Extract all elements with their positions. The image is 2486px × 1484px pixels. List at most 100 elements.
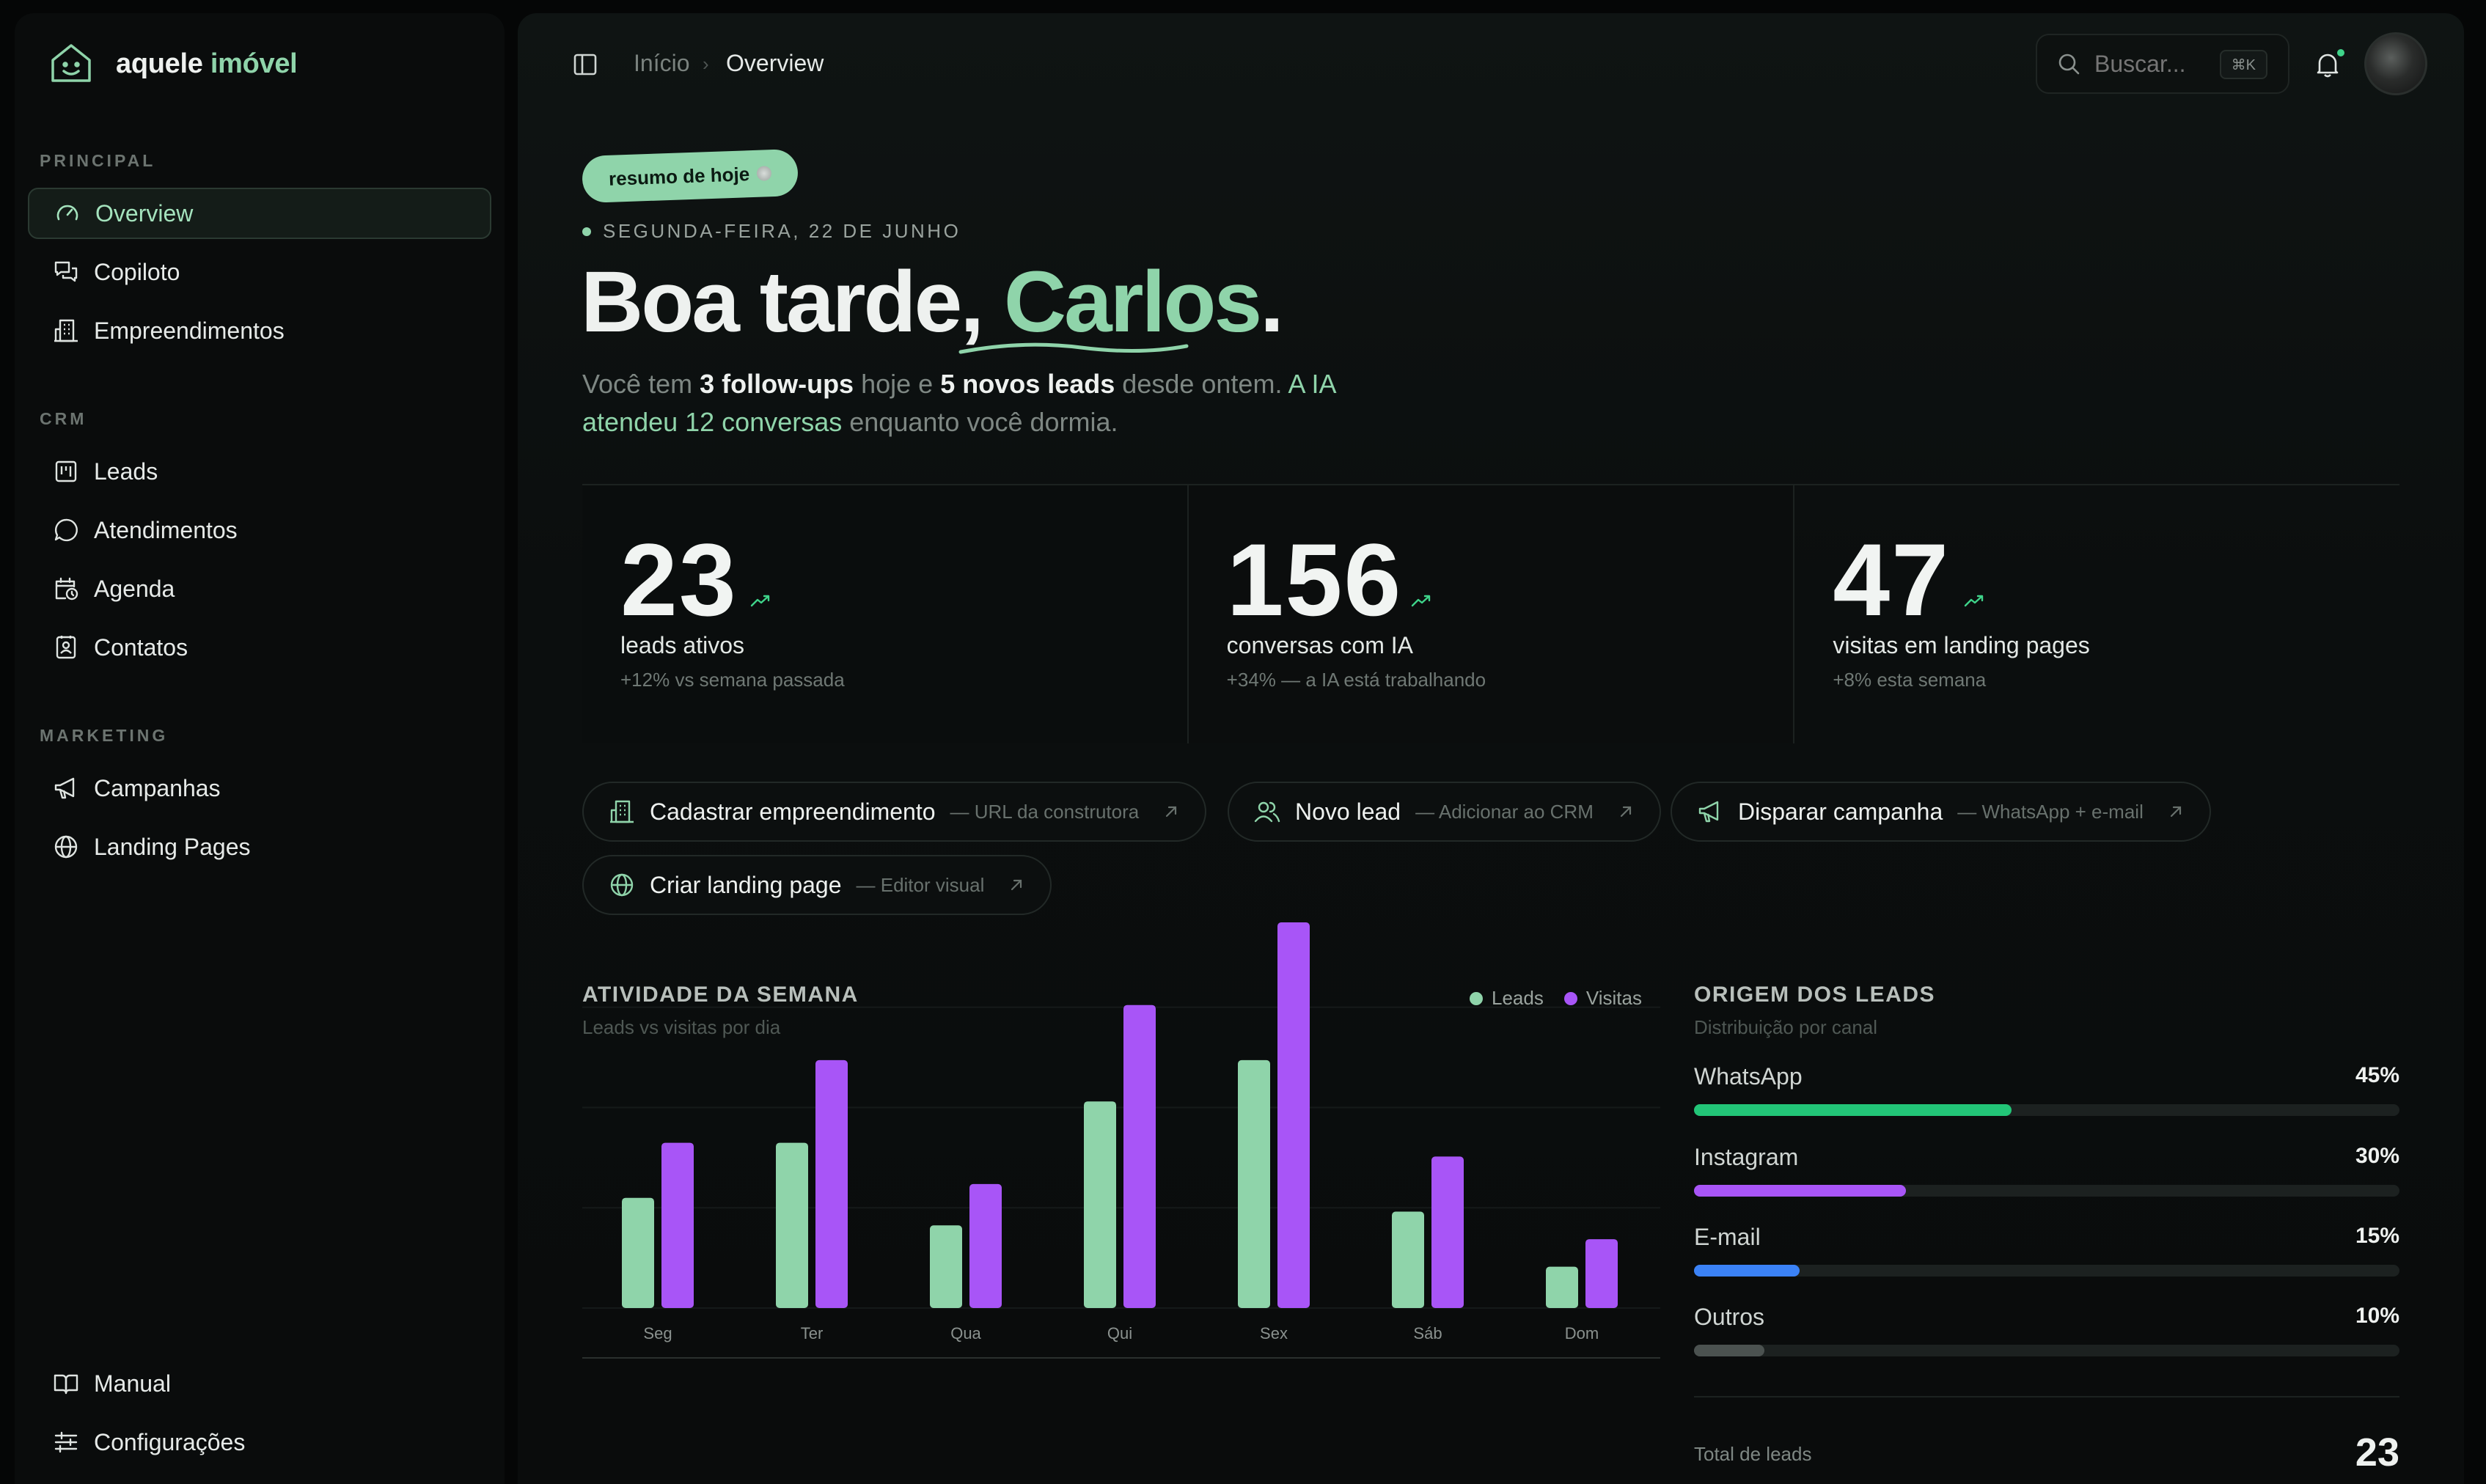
sidebar-item-copiloto[interactable]: Copiloto: [28, 246, 491, 298]
globe-icon: [610, 873, 634, 897]
sidebar-item-agenda[interactable]: Agenda: [28, 563, 491, 614]
stat-delta: +34% — a IA está trabalhando: [1226, 669, 1486, 691]
bar-visitas-ter[interactable]: [815, 1059, 848, 1308]
users-icon: [1254, 801, 1280, 823]
origin-track: [1694, 1104, 2399, 1116]
stat-card-visits[interactable]: 47 visitas em landing pages +8% esta sem…: [1794, 485, 2399, 743]
summary-pill: resumo de hoje: [581, 148, 799, 204]
origin-name: Instagram: [1694, 1144, 1799, 1170]
stat-card-conversations[interactable]: 156 conversas com IA +34% — a IA está tr…: [1188, 485, 1795, 743]
trend-up-icon: [1411, 595, 1430, 607]
stats-row: 23 leads ativos +12% vs semana passada 1…: [582, 484, 2399, 743]
action-cadastrar-empreendimento[interactable]: Cadastrar empreendimento — URL da constr…: [582, 782, 1207, 842]
x-tick-label: Qua: [950, 1324, 981, 1342]
bar-leads-dom[interactable]: [1546, 1266, 1578, 1308]
activity-subtitle: Leads vs visitas por dia: [582, 1016, 781, 1038]
search-icon: [2058, 54, 2080, 75]
breadcrumb-current: Overview: [726, 50, 824, 76]
house-smile-icon: [51, 44, 91, 82]
sidebar-item-leads[interactable]: Leads: [28, 446, 491, 497]
chat-bubbles-icon: [54, 261, 78, 282]
sidebar-item-label: Contatos: [94, 633, 188, 661]
breadcrumb-home[interactable]: Início: [634, 50, 690, 76]
stat-value: 156: [1226, 522, 1403, 637]
sidebar-item-campanhas[interactable]: Campanhas: [28, 763, 491, 814]
bar-leads-sex[interactable]: [1238, 1059, 1270, 1308]
sidebar-item-label: Manual: [94, 1370, 171, 1397]
bar-leads-qui[interactable]: [1084, 1101, 1116, 1308]
action-label: Disparar campanha: [1738, 798, 1943, 825]
origin-percent: 30%: [2355, 1144, 2399, 1168]
main-panel: Início › Overview ⌘K resumo de hoje SEGU…: [518, 13, 2464, 1484]
bar-visitas-qua[interactable]: [969, 1183, 1002, 1308]
sidebar-item-label: Campanhas: [94, 774, 221, 801]
origin-name: Outros: [1694, 1304, 1765, 1330]
sidebar-item-label: Overview: [95, 199, 194, 227]
bar-leads-ter[interactable]: [776, 1142, 808, 1308]
search-input[interactable]: [2094, 50, 2212, 78]
bar-leads-seg[interactable]: [622, 1197, 654, 1308]
origin-percent: 10%: [2355, 1304, 2399, 1328]
action-hint: — URL da construtora: [950, 800, 1140, 823]
divider: [1694, 1396, 2399, 1397]
sidebar-item-configuracoes[interactable]: Configurações: [28, 1417, 491, 1468]
origin-percent: 45%: [2355, 1063, 2399, 1087]
sidebar-item-empreendimentos[interactable]: Empreendimentos: [28, 305, 491, 356]
stat-card-leads[interactable]: 23 leads ativos +12% vs semana passada: [582, 485, 1189, 743]
bar-visitas-seg[interactable]: [661, 1142, 694, 1308]
stat-label: conversas com IA: [1226, 632, 1413, 658]
x-tick-label: Ter: [801, 1324, 824, 1342]
gauge-icon: [56, 205, 78, 221]
legend-item-visitas[interactable]: Visitas: [1563, 987, 1642, 1010]
action-criar-landing-page[interactable]: Criar landing page — Editor visual: [582, 855, 1052, 915]
stat-label: leads ativos: [620, 632, 744, 658]
stat-delta: +8% esta semana: [1833, 669, 1987, 691]
sidebar-item-label: Agenda: [94, 575, 175, 602]
message-circle-icon: [54, 518, 78, 542]
sidebar-item-atendimentos[interactable]: Atendimentos: [28, 504, 491, 556]
brand-name: aquele imóvel: [116, 48, 298, 79]
stat-label: visitas em landing pages: [1833, 632, 2090, 658]
origin-track: [1694, 1345, 2399, 1356]
search-bar[interactable]: ⌘K: [2036, 34, 2289, 94]
activity-bar-chart: Seg Ter Qua Qui Sex Sáb Dom: [582, 922, 1660, 1359]
origin-name: WhatsApp: [1694, 1063, 1803, 1090]
arrow-up-right-icon: [1166, 806, 1177, 818]
sidebar-item-landing-pages[interactable]: Landing Pages: [28, 821, 491, 873]
bar-leads-qua[interactable]: [930, 1225, 962, 1308]
total-leads-label: Total de leads: [1694, 1443, 1812, 1465]
brand-logo[interactable]: aquele imóvel: [45, 38, 298, 89]
avatar[interactable]: [2364, 32, 2427, 95]
action-novo-lead[interactable]: Novo lead — Adicionar ao CRM: [1228, 782, 1661, 842]
sidebar-item-manual[interactable]: Manual: [28, 1358, 491, 1409]
sidebar-item-overview[interactable]: Overview: [28, 188, 491, 239]
bar-visitas-dom[interactable]: [1585, 1239, 1618, 1308]
origin-track: [1694, 1265, 2399, 1277]
stat-value: 23: [620, 522, 738, 637]
bar-leads-sáb[interactable]: [1392, 1211, 1424, 1309]
bar-visitas-sáb[interactable]: [1431, 1156, 1464, 1308]
nav-section-title: CRM: [40, 409, 87, 428]
sidebar-toggle-icon[interactable]: [572, 51, 598, 78]
breadcrumb-separator: ›: [703, 53, 709, 75]
building-icon: [610, 800, 634, 823]
bar-visitas-qui[interactable]: [1123, 1004, 1156, 1308]
bell-icon[interactable]: [2313, 50, 2342, 79]
arrow-up-right-icon: [1011, 879, 1022, 891]
sidebar: aquele imóvel PRINCIPAL Overview Copilot…: [15, 13, 505, 1484]
sliders-icon: [54, 1431, 78, 1453]
calendar-clock-icon: [55, 577, 78, 600]
sidebar-item-contatos[interactable]: Contatos: [28, 622, 491, 673]
pill-dot: [756, 166, 772, 181]
origin-fill: [1694, 1265, 1800, 1277]
bar-visitas-sex[interactable]: [1277, 922, 1310, 1308]
nav-section-title: MARKETING: [40, 726, 169, 745]
origin-track: [1694, 1185, 2399, 1197]
action-hint: — Adicionar ao CRM: [1415, 800, 1594, 823]
arrow-up-right-icon: [1620, 806, 1631, 818]
sidebar-item-label: Atendimentos: [94, 516, 238, 543]
megaphone-icon: [1698, 801, 1719, 823]
origin-fill: [1694, 1104, 2012, 1116]
action-disparar-campanha[interactable]: Disparar campanha — WhatsApp + e-mail: [1671, 782, 2211, 842]
legend-item-leads[interactable]: Leads: [1470, 987, 1544, 1010]
